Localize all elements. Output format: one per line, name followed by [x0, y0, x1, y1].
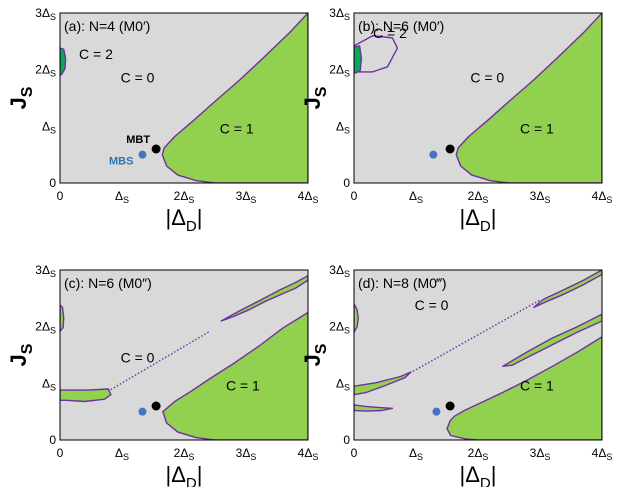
x-tick-label: 2ΔS [468, 189, 489, 205]
mbs-point [429, 150, 438, 159]
x-tick-label: 0 [57, 189, 64, 203]
phase-region-c1 [220, 275, 308, 322]
phase-label: C = 2 [373, 25, 407, 41]
mbt-point [151, 401, 161, 411]
x-tick-label: ΔS [115, 446, 129, 462]
x-axis-label: |ΔD| [166, 462, 203, 487]
y-tick-label: 2ΔS [35, 320, 56, 336]
x-tick-label: 4ΔS [592, 189, 613, 205]
x-axis-label: |ΔD| [166, 205, 203, 235]
phase-label: C = 1 [226, 378, 260, 394]
y-tick-label: 0 [49, 433, 56, 447]
y-tick-label: ΔS [42, 119, 56, 135]
phase-region-c1 [354, 404, 394, 412]
phase-boundary-line [110, 330, 211, 391]
x-tick-label: 2ΔS [468, 446, 489, 462]
y-tick-label: ΔS [336, 376, 350, 392]
y-axis-label: JS [6, 343, 36, 366]
y-axis-label-text: JS [300, 86, 330, 109]
phase-label: C = 0 [415, 297, 449, 313]
phase-region-c1 [502, 313, 602, 367]
x-axis-label: |ΔD| [460, 462, 497, 487]
phase-label: C = 1 [520, 121, 554, 137]
y-tick-label: ΔS [42, 376, 56, 392]
y-tick-label: 3ΔS [35, 6, 56, 22]
mbs-point [138, 407, 147, 416]
y-axis-label-text: JS [6, 86, 36, 109]
mbt-point [151, 144, 161, 154]
phase-region-c1 [455, 13, 602, 183]
x-tick-label: 4ΔS [298, 446, 319, 462]
y-tick-label: ΔS [336, 119, 350, 135]
y-tick-label: 0 [343, 433, 350, 447]
y-tick-label: 3ΔS [329, 6, 350, 22]
phase-label: C = 1 [520, 378, 554, 394]
phase-region-c1 [354, 371, 412, 396]
mbt-point [445, 144, 455, 154]
y-axis-label: JS [300, 343, 330, 366]
mbt-point [445, 401, 455, 411]
panel-d: (d): N=8 (M0‴) C = 0 C = 1 0 ΔS 2ΔS 3ΔS 4ΔS 0 ΔS 2… [300, 263, 612, 487]
x-tick-label: 0 [57, 446, 64, 460]
panel-c: (c): N=6 (M0″) C = 0 C = 1 0 ΔS 2ΔS 3ΔS 4ΔS 0 ΔS 2… [6, 263, 318, 487]
x-tick-label: 0 [351, 189, 358, 203]
y-tick-label: 2ΔS [35, 63, 56, 79]
x-tick-label: ΔS [409, 189, 423, 205]
phase-region-c2 [354, 45, 363, 74]
phase-label: C = 1 [220, 121, 254, 137]
phase-region-c1 [533, 270, 602, 309]
panel-title: (d): N=8 (M0‴) [358, 275, 447, 291]
x-tick-label: ΔS [409, 446, 423, 462]
mbs-point [138, 150, 147, 159]
x-tick-label: 3ΔS [530, 189, 551, 205]
y-axis-label-text: JS [6, 343, 36, 366]
x-tick-label: 2ΔS [174, 189, 195, 205]
phase-region-c1 [60, 304, 65, 332]
mbs-label: MBS [109, 156, 133, 168]
x-tick-label: 3ΔS [236, 446, 257, 462]
x-tick-label: ΔS [115, 189, 129, 205]
phase-label: C = 0 [121, 349, 155, 365]
x-tick-label: 4ΔS [592, 446, 613, 462]
y-axis-label-text: JS [300, 343, 330, 366]
panel-title: (a): N=4 (M0′) [64, 18, 150, 34]
x-tick-label: 4ΔS [298, 189, 319, 205]
mbs-point [432, 407, 441, 416]
plot-frame [59, 269, 309, 441]
plot-frame [353, 12, 603, 184]
panel-title: (b): N=6 (M0′) [358, 18, 444, 34]
phase-label: C = 0 [121, 70, 155, 86]
y-tick-label: 2ΔS [329, 63, 350, 79]
y-tick-label: 0 [49, 176, 56, 190]
panel-a: (a): N=4 (M0′) C = 2 C = 0 C = 1 MBT MBS 0 ΔS 2Δ… [6, 6, 318, 235]
phase-region-c1 [354, 303, 359, 333]
phase-region-c1 [161, 13, 308, 183]
y-axis-label: JS [6, 86, 36, 109]
x-tick-label: 0 [351, 446, 358, 460]
y-tick-label: 0 [343, 176, 350, 190]
mbt-label: MBT [126, 134, 150, 146]
phase-label: C = 0 [470, 70, 504, 86]
panel-title: (c): N=6 (M0″) [64, 275, 152, 291]
x-tick-label: 3ΔS [236, 189, 257, 205]
x-axis-label: |ΔD| [460, 205, 497, 235]
phase-region-c1 [60, 388, 112, 403]
x-tick-label: 3ΔS [530, 446, 551, 462]
x-tick-label: 2ΔS [174, 446, 195, 462]
y-tick-label: 3ΔS [35, 263, 56, 279]
y-axis-label: JS [300, 86, 330, 109]
y-tick-label: 3ΔS [329, 263, 350, 279]
phase-label: C = 2 [79, 46, 113, 62]
plot-frame [59, 12, 309, 184]
y-tick-label: 2ΔS [329, 320, 350, 336]
phase-region-c2 [60, 47, 67, 77]
panel-b: (b): N=6 (M0′)C = 2 C = 0 C = 1 0 ΔS 2ΔS 3ΔS 4Δ… [300, 6, 612, 235]
plot-frame [353, 269, 603, 441]
